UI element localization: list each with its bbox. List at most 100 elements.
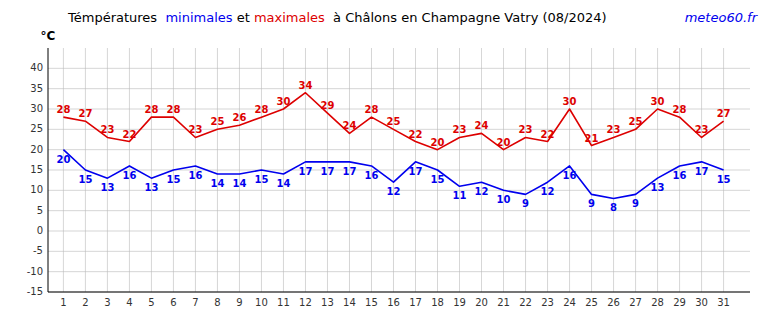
y-label: °C [41, 29, 56, 43]
data-label: 16 [365, 170, 379, 181]
x-tick-label: 26 [607, 297, 620, 308]
data-label: 30 [277, 96, 291, 107]
y-tick-label: 30 [30, 103, 43, 114]
grid-line [217, 48, 218, 292]
x-tick-label: 22 [519, 297, 532, 308]
y-tick-label: 25 [30, 123, 43, 134]
lines [63, 93, 723, 199]
x-tick-label: 31 [717, 297, 730, 308]
x-tick-label: 27 [629, 297, 642, 308]
x-tick-label: 16 [387, 297, 400, 308]
data-label: 17 [321, 166, 335, 177]
x-tick-label: 5 [148, 297, 154, 308]
x-tick-label: 19 [453, 297, 466, 308]
x-tick-label: 17 [409, 297, 422, 308]
y-tick-label: -5 [33, 245, 43, 256]
title: Témpératures minimales et maximales à Ch… [67, 10, 607, 25]
data-label: 16 [188, 170, 202, 181]
tick-labels: -15-10-505101520253035401234567891011121… [27, 62, 730, 308]
data-label: 14 [277, 178, 291, 189]
data-label: 23 [453, 124, 467, 135]
title-part: et [233, 10, 254, 25]
data-label: 15 [166, 174, 180, 185]
x-tick-label: 24 [563, 297, 576, 308]
data-labels: 2015131613151614141514171717161217151112… [56, 80, 730, 214]
title-part: minimales [165, 10, 232, 25]
x-tick-label: 2 [82, 297, 88, 308]
x-tick-label: 10 [255, 297, 268, 308]
data-label: 17 [695, 166, 709, 177]
grid-line [48, 129, 750, 130]
data-label: 12 [475, 186, 489, 197]
data-label: 24 [475, 120, 489, 131]
grid-line [613, 48, 614, 292]
data-label: 14 [232, 178, 246, 189]
grid-line [48, 68, 750, 69]
data-label: 14 [210, 178, 224, 189]
x-tick-label: 18 [431, 297, 444, 308]
title-part: maximales [254, 10, 325, 25]
data-label: 9 [522, 198, 529, 209]
data-label: 28 [56, 104, 70, 115]
x-tick-label: 14 [343, 297, 356, 308]
grid-line [48, 251, 750, 252]
grid-line [48, 292, 750, 293]
data-label: 17 [299, 166, 313, 177]
x-tick-label: 13 [321, 297, 334, 308]
data-label: 17 [343, 166, 357, 177]
data-label: 22 [122, 129, 136, 140]
data-label: 10 [497, 194, 511, 205]
x-tick-label: 23 [541, 297, 554, 308]
y-tick-label: -10 [27, 266, 43, 277]
y-tick-label: 20 [30, 144, 43, 155]
x-tick-label: 11 [277, 297, 290, 308]
grid-line [481, 48, 482, 292]
x-tick-label: 8 [214, 297, 220, 308]
x-tick-label: 15 [365, 297, 378, 308]
data-label: 27 [78, 108, 92, 119]
x-tick-label: 4 [126, 297, 132, 308]
x-tick-label: 20 [475, 297, 488, 308]
data-label: 28 [254, 104, 268, 115]
grid-line [48, 210, 750, 211]
grid-line [239, 48, 240, 292]
data-label: 13 [100, 182, 114, 193]
series-line [63, 93, 723, 150]
data-label: 15 [78, 174, 92, 185]
title-part: à Châlons en Champagne Vatry (08/2024) [325, 10, 607, 25]
grid-line [63, 48, 64, 292]
data-label: 15 [431, 174, 445, 185]
grid-line [547, 48, 548, 292]
data-label: 28 [144, 104, 158, 115]
x-tick-label: 28 [651, 297, 664, 308]
x-tick-label: 29 [673, 297, 686, 308]
grid [48, 48, 750, 292]
data-label: 16 [122, 170, 136, 181]
data-label: 20 [56, 154, 70, 165]
data-label: 17 [409, 166, 423, 177]
data-label: 16 [673, 170, 687, 181]
grid-line [503, 48, 504, 292]
x-tick-label: 21 [497, 297, 510, 308]
grid-line [393, 48, 394, 292]
data-label: 28 [673, 104, 687, 115]
data-label: 24 [343, 120, 357, 131]
grid-line [107, 48, 108, 292]
data-label: 13 [651, 182, 665, 193]
data-label: 23 [100, 124, 114, 135]
x-tick-label: 25 [585, 297, 598, 308]
y-axis [48, 48, 49, 292]
x-tick-label: 3 [104, 297, 110, 308]
data-label: 20 [431, 137, 445, 148]
y-tick-label: 35 [30, 83, 43, 94]
data-label: 25 [387, 116, 401, 127]
data-label: 12 [387, 186, 401, 197]
x-tick-label: 12 [299, 297, 312, 308]
y-tick-label: 40 [30, 62, 43, 73]
grid-line [48, 271, 750, 272]
data-label: 25 [629, 116, 643, 127]
annotation: meteo60.fr [685, 10, 759, 25]
data-label: 30 [651, 96, 665, 107]
x-axis [48, 292, 750, 293]
data-label: 16 [563, 170, 577, 181]
